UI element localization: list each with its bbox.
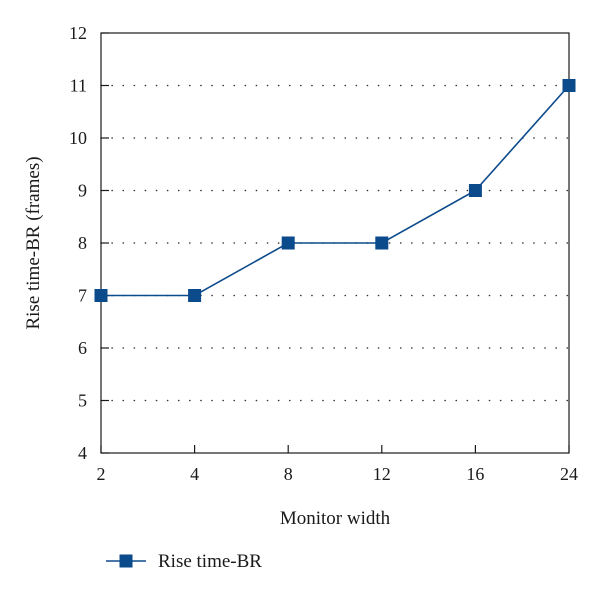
x-tick-label: 8 <box>284 464 293 484</box>
y-tick-label: 10 <box>69 128 87 148</box>
x-tick-label: 4 <box>190 464 199 484</box>
y-tick-label: 11 <box>70 76 87 96</box>
y-tick-label: 5 <box>78 391 87 411</box>
legend-marker-square <box>119 554 133 568</box>
y-tick-label: 9 <box>78 181 87 201</box>
x-tick-label: 16 <box>466 464 484 484</box>
y-axis-label: Rise time-BR (frames) <box>23 156 44 329</box>
y-tick-label: 7 <box>78 286 87 306</box>
data-point-2 <box>94 289 108 302</box>
series-line-0 <box>101 84 570 297</box>
x-tick-label: 12 <box>373 464 391 484</box>
y-tick-label: 6 <box>78 338 87 358</box>
y-tick-label: 12 <box>69 23 87 43</box>
legend: Rise time-BR <box>106 551 262 572</box>
data-point-24 <box>562 79 576 92</box>
x-axis-label: Monitor width <box>280 508 391 529</box>
y-axis-ticks: 4 5 6 7 8 9 10 11 12 <box>69 23 109 463</box>
x-tick-label: 2 <box>97 464 106 484</box>
x-tick-label: 24 <box>560 464 578 484</box>
data-point-4 <box>188 289 202 302</box>
data-point-8 <box>281 236 295 250</box>
y-tick-label: 8 <box>78 233 87 253</box>
data-point-12 <box>375 236 389 250</box>
x-axis-ticks: 2 4 8 12 16 24 <box>97 445 578 484</box>
legend-label: Rise time-BR <box>158 551 262 572</box>
data-point-16 <box>468 184 482 197</box>
series-layer <box>94 79 576 302</box>
y-tick-label: 4 <box>78 443 87 463</box>
